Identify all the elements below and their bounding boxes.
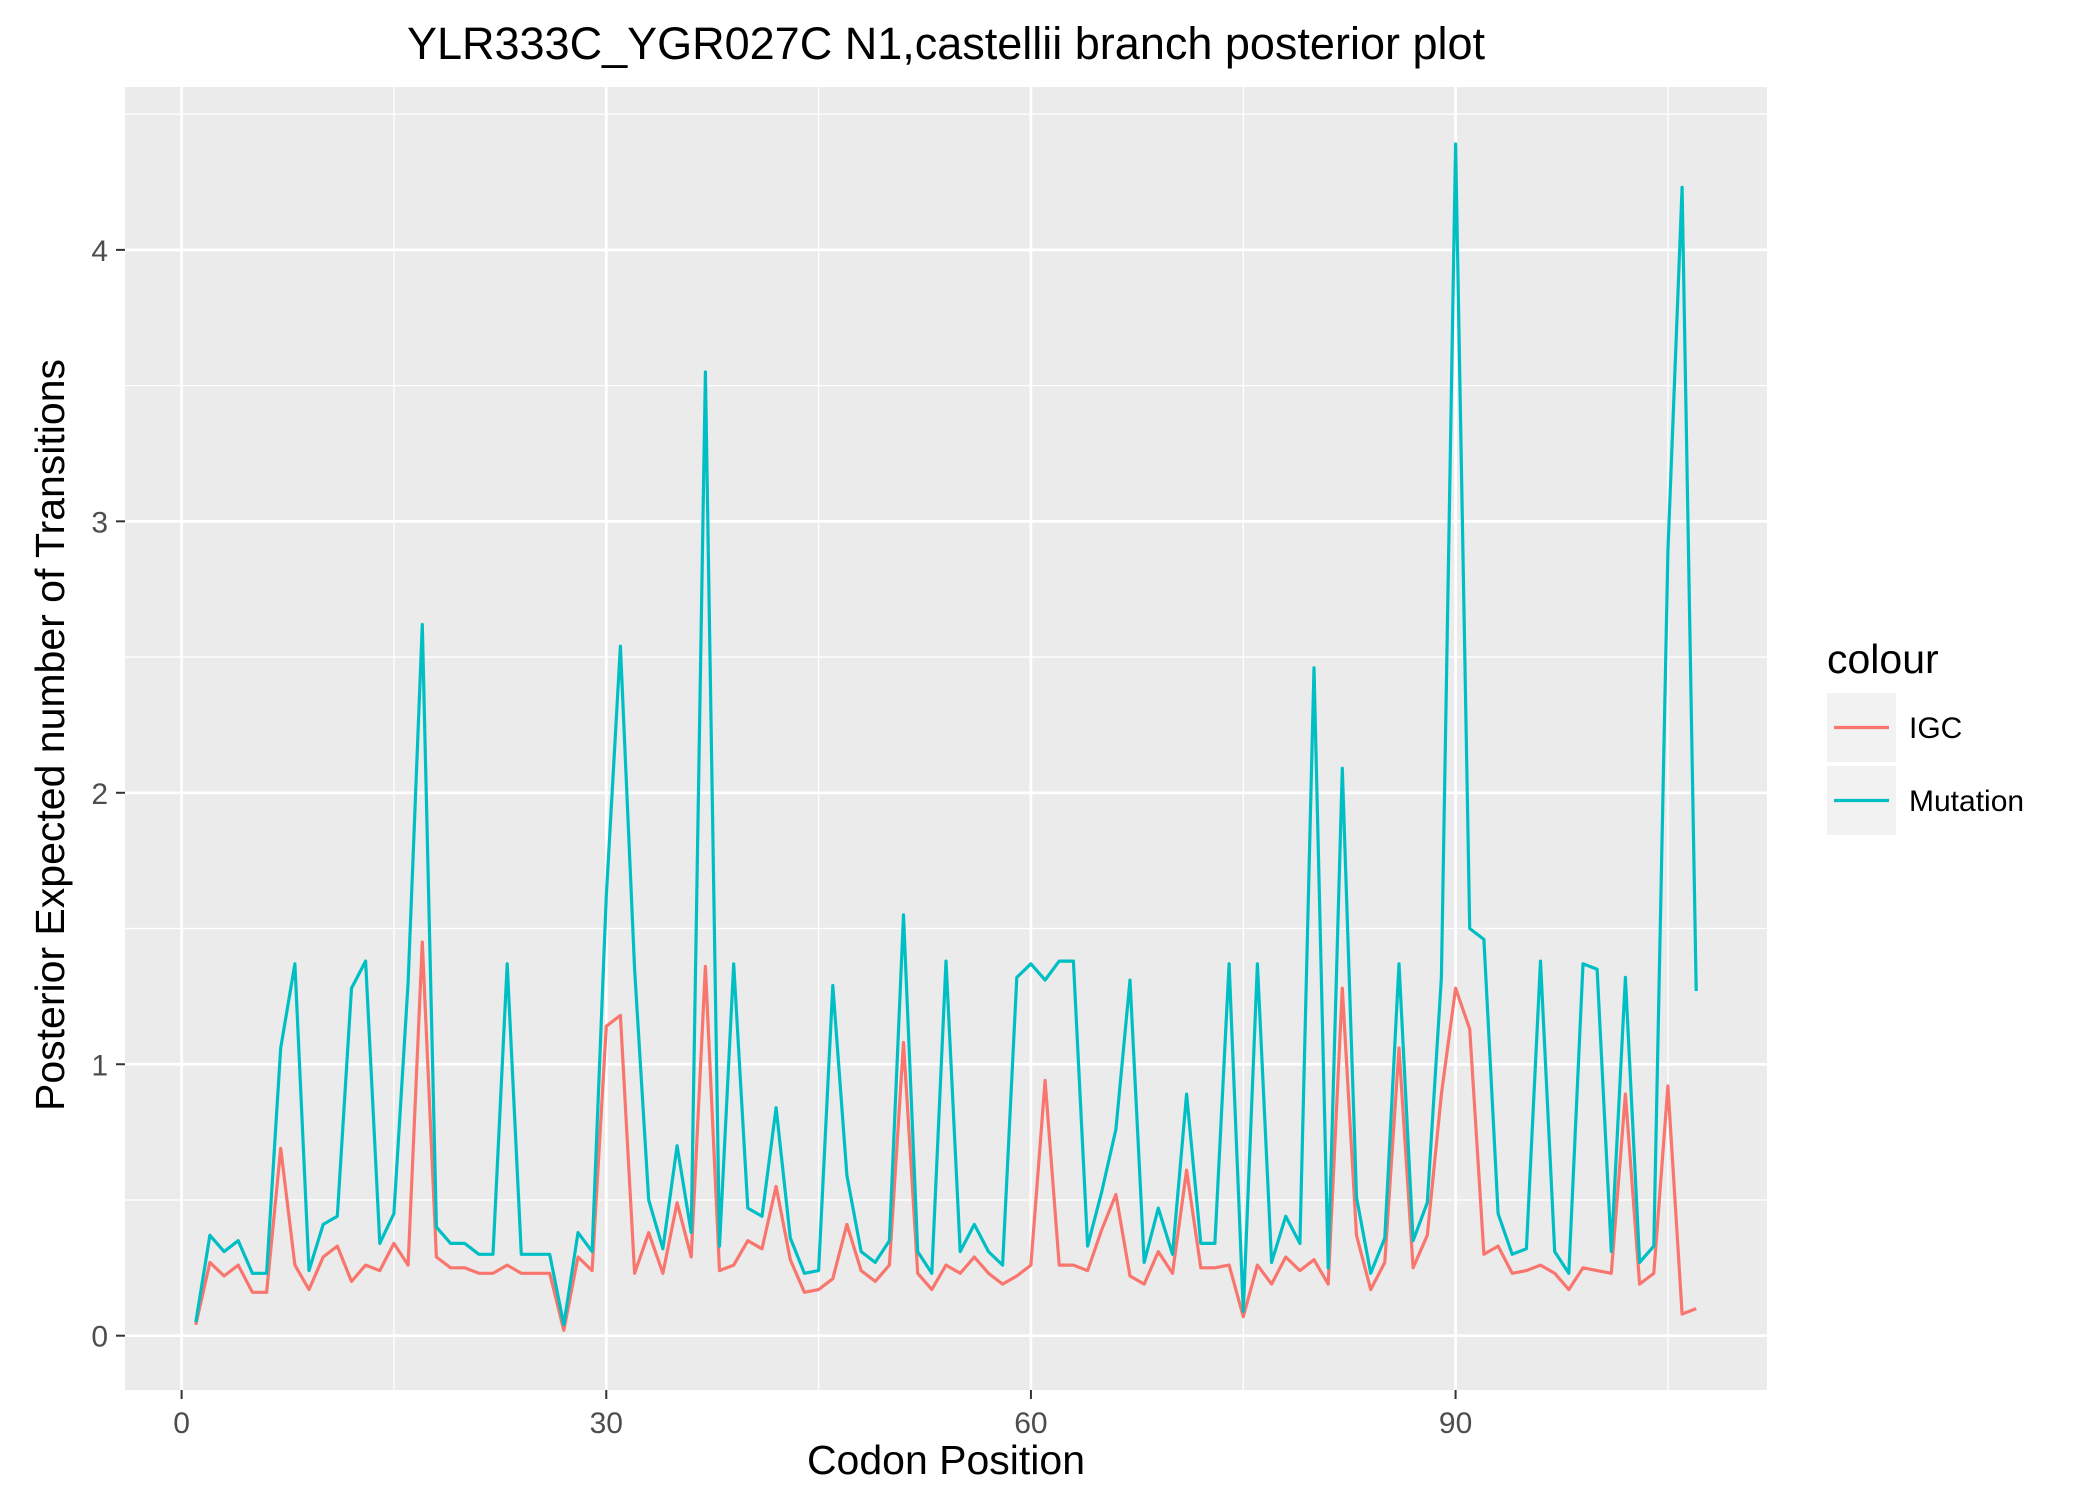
legend: colour IGC Mutation <box>1827 636 2024 835</box>
x-tick-label: 30 <box>590 1407 623 1440</box>
series-line-mutation <box>194 142 1698 1327</box>
legend-label: Mutation <box>1909 785 2024 818</box>
legend-title: colour <box>1827 636 1939 682</box>
plot-background <box>125 87 1767 1390</box>
y-tick-label: 4 <box>91 235 108 268</box>
x-axis: 0 30 60 90 <box>173 1390 1472 1440</box>
legend-label: IGC <box>1909 712 1962 745</box>
y-tick-label: 1 <box>91 1049 108 1082</box>
x-tick-label: 60 <box>1014 1407 1047 1440</box>
y-tick-label: 0 <box>91 1321 108 1354</box>
y-axis: 0 1 2 3 4 <box>91 235 125 1354</box>
x-tick-label: 0 <box>173 1407 190 1440</box>
series-line-igc <box>194 940 1697 1332</box>
chart-title: YLR333C_YGR027C N1,castellii branch post… <box>407 18 1486 69</box>
y-tick-label: 2 <box>91 778 108 811</box>
x-tick-label: 90 <box>1439 1407 1472 1440</box>
y-tick-label: 3 <box>91 506 108 539</box>
x-axis-label: Codon Position <box>807 1437 1085 1483</box>
plot-area <box>125 87 1767 1390</box>
y-axis-label: Posterior Expected number of Transitions <box>27 359 73 1111</box>
